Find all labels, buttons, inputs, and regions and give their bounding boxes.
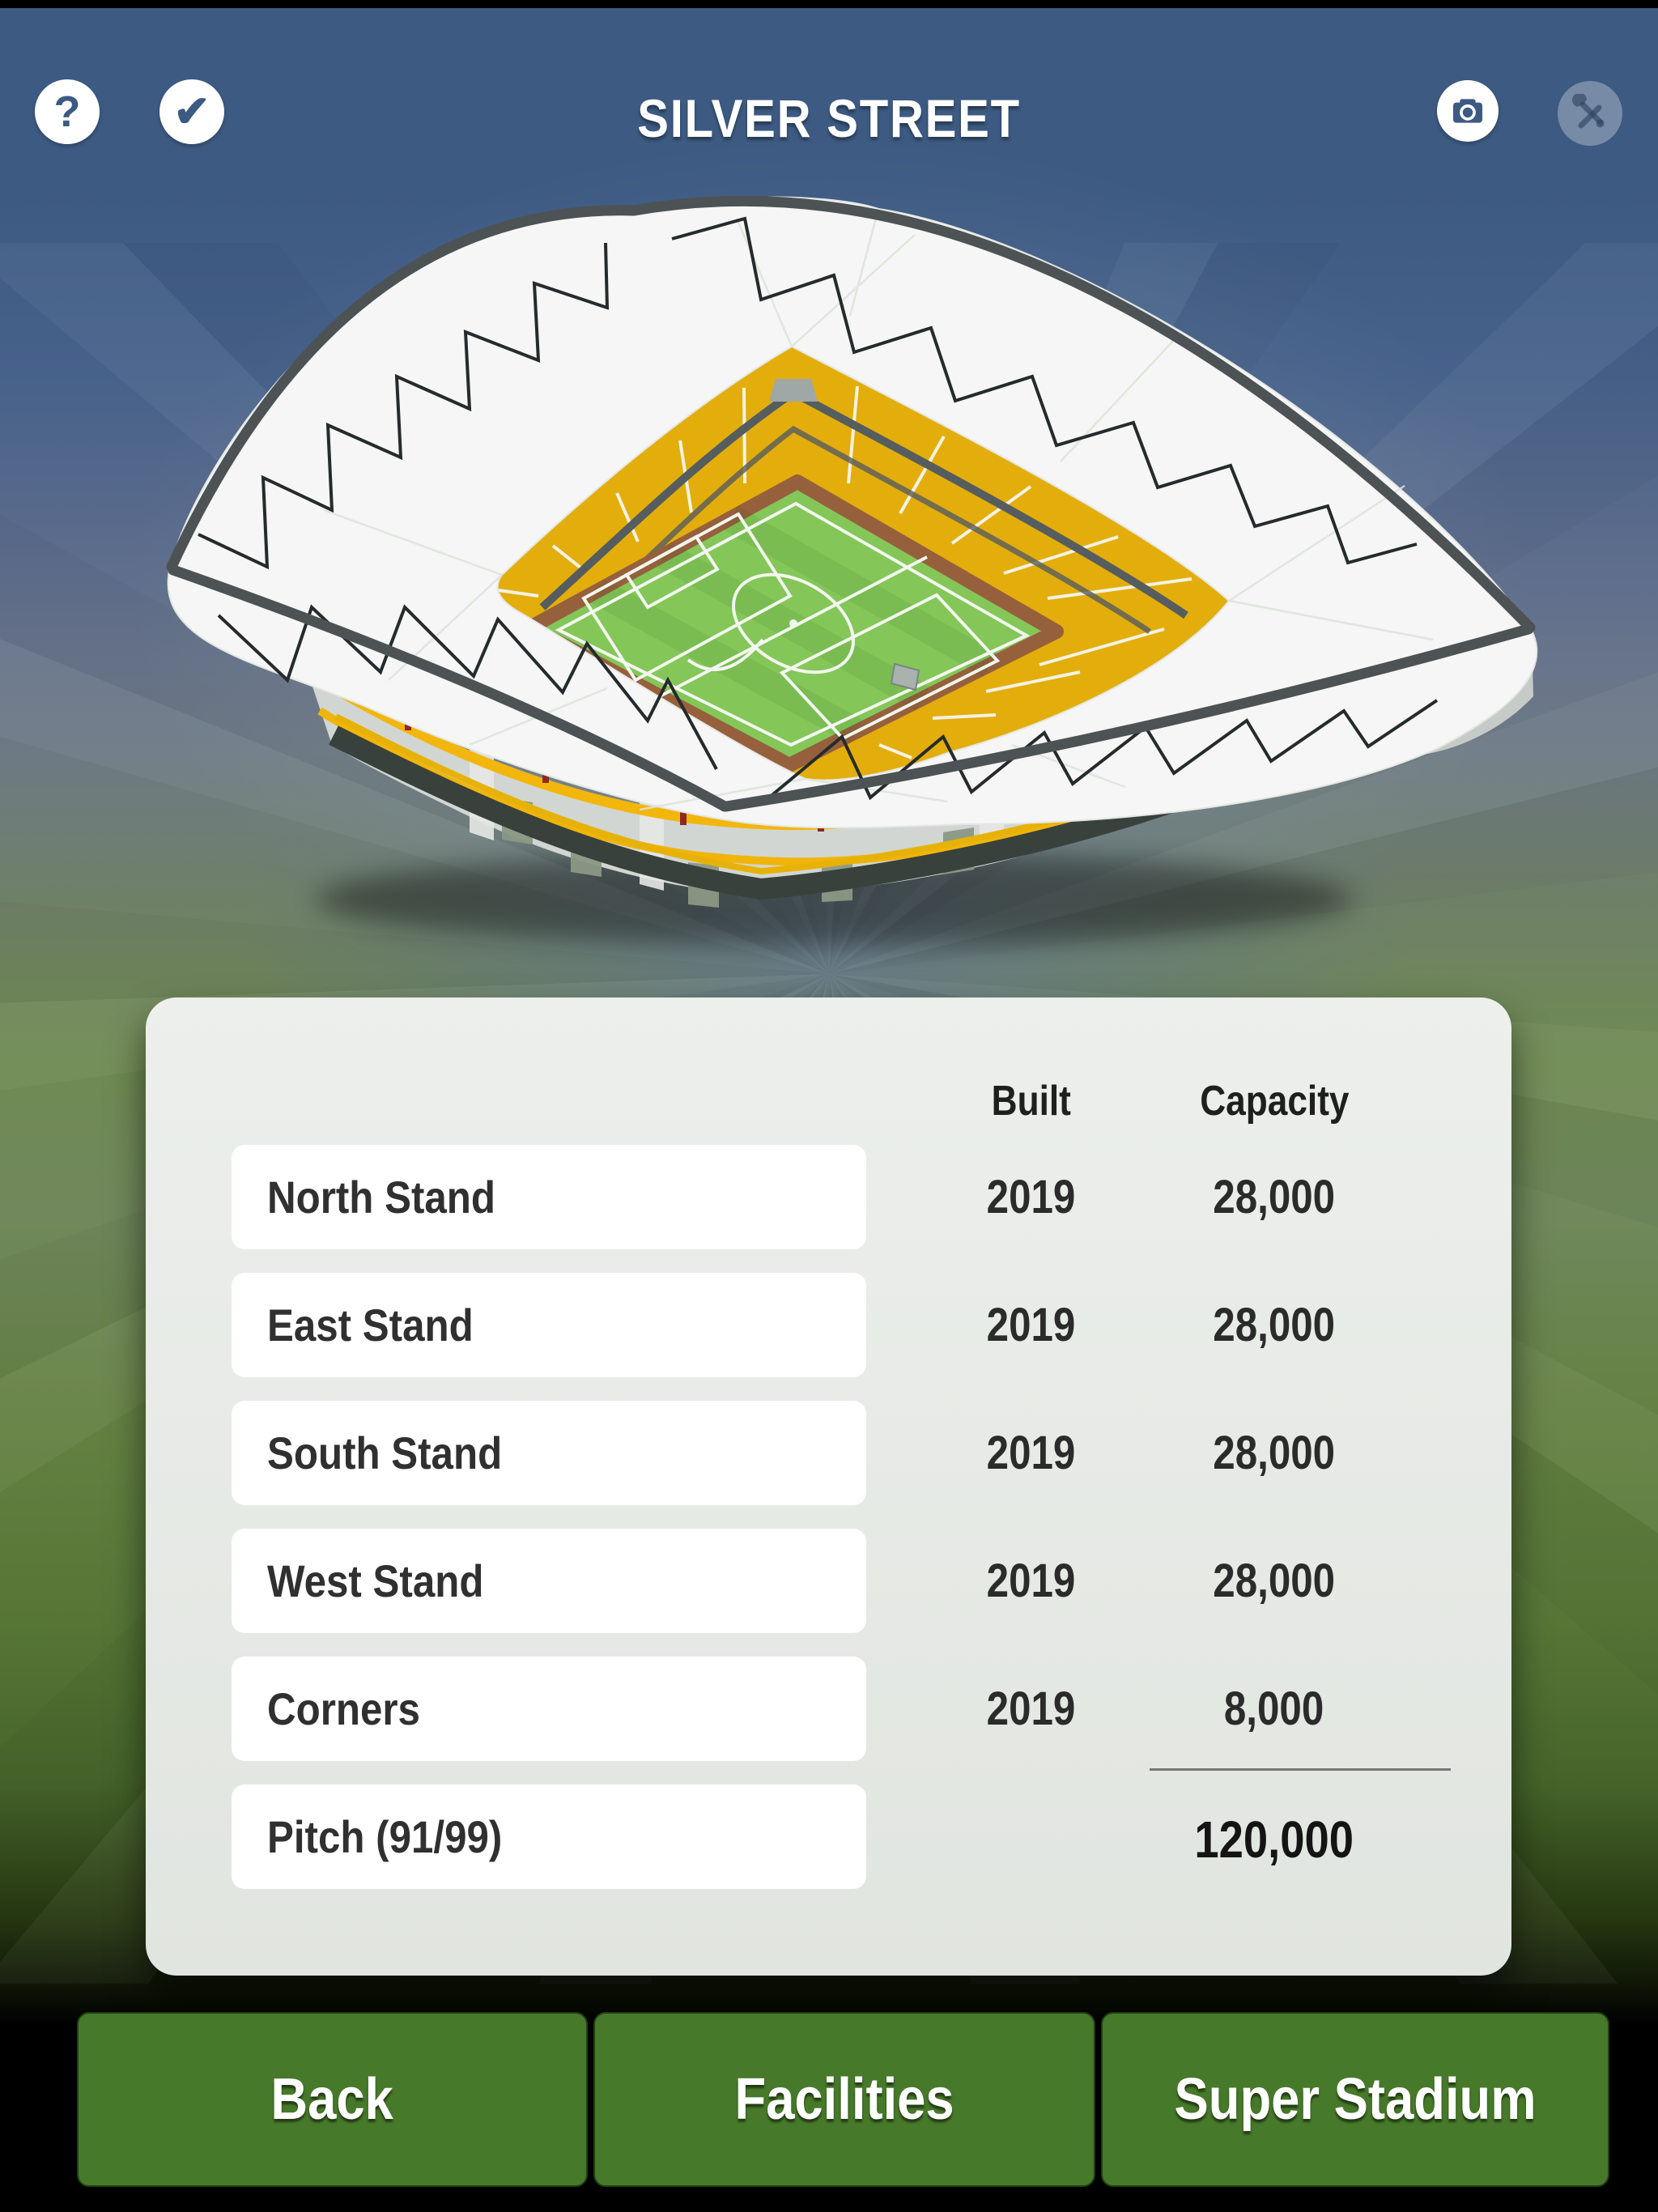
capacity-value: 28,000 xyxy=(1213,1299,1336,1351)
column-header-built: Built xyxy=(991,1078,1072,1125)
confirm-button[interactable]: ✔ xyxy=(159,79,224,144)
row-label: Corners xyxy=(267,1683,420,1734)
capacity-value: 28,000 xyxy=(1213,1171,1336,1223)
back-button[interactable]: Back xyxy=(77,2012,588,2187)
checkmark-icon: ✔ xyxy=(173,87,210,136)
row-label: West Stand xyxy=(267,1555,484,1606)
row-north-stand[interactable]: North Stand xyxy=(232,1145,866,1249)
roof-arches xyxy=(166,195,1536,812)
super-stadium-button[interactable]: Super Stadium xyxy=(1101,2012,1609,2187)
total-capacity: 120,000 xyxy=(1194,1810,1354,1869)
built-value: 2019 xyxy=(987,1682,1076,1735)
row-corners[interactable]: Corners xyxy=(232,1657,866,1761)
row-label: East Stand xyxy=(267,1300,474,1351)
question-mark-icon: ? xyxy=(53,87,81,136)
capacity-value: 8,000 xyxy=(1224,1682,1324,1735)
stadium-info-panel: Built Capacity North Stand 2019 28,000 E… xyxy=(146,998,1511,1976)
camera-icon xyxy=(1452,99,1483,123)
capacity-sum-divider xyxy=(1150,1768,1451,1771)
built-value: 2019 xyxy=(987,1555,1076,1607)
row-label: South Stand xyxy=(267,1427,503,1478)
tools-button-disabled[interactable] xyxy=(1558,81,1622,146)
capacity-value: 28,000 xyxy=(1213,1555,1336,1607)
stadium-3d-view[interactable] xyxy=(121,186,1546,980)
roof-trusses xyxy=(198,216,1439,801)
facilities-button[interactable]: Facilities xyxy=(593,2012,1095,2187)
row-pitch[interactable]: Pitch (91/99) xyxy=(232,1784,866,1889)
status-bar-strip xyxy=(0,0,1658,8)
built-value: 2019 xyxy=(987,1427,1076,1479)
column-header-capacity: Capacity xyxy=(1199,1078,1350,1125)
built-value: 2019 xyxy=(987,1171,1076,1223)
help-button[interactable]: ? xyxy=(35,79,100,144)
row-west-stand[interactable]: West Stand xyxy=(232,1529,866,1633)
row-label: Pitch (91/99) xyxy=(267,1811,503,1862)
wrench-screwdriver-icon xyxy=(1572,94,1605,129)
camera-button[interactable] xyxy=(1437,80,1499,142)
built-value: 2019 xyxy=(987,1299,1076,1351)
capacity-value: 28,000 xyxy=(1213,1427,1336,1479)
row-east-stand[interactable]: East Stand xyxy=(232,1273,866,1377)
row-south-stand[interactable]: South Stand xyxy=(232,1401,866,1505)
row-label: North Stand xyxy=(267,1172,495,1223)
page-title: SILVER STREET xyxy=(637,88,1021,148)
